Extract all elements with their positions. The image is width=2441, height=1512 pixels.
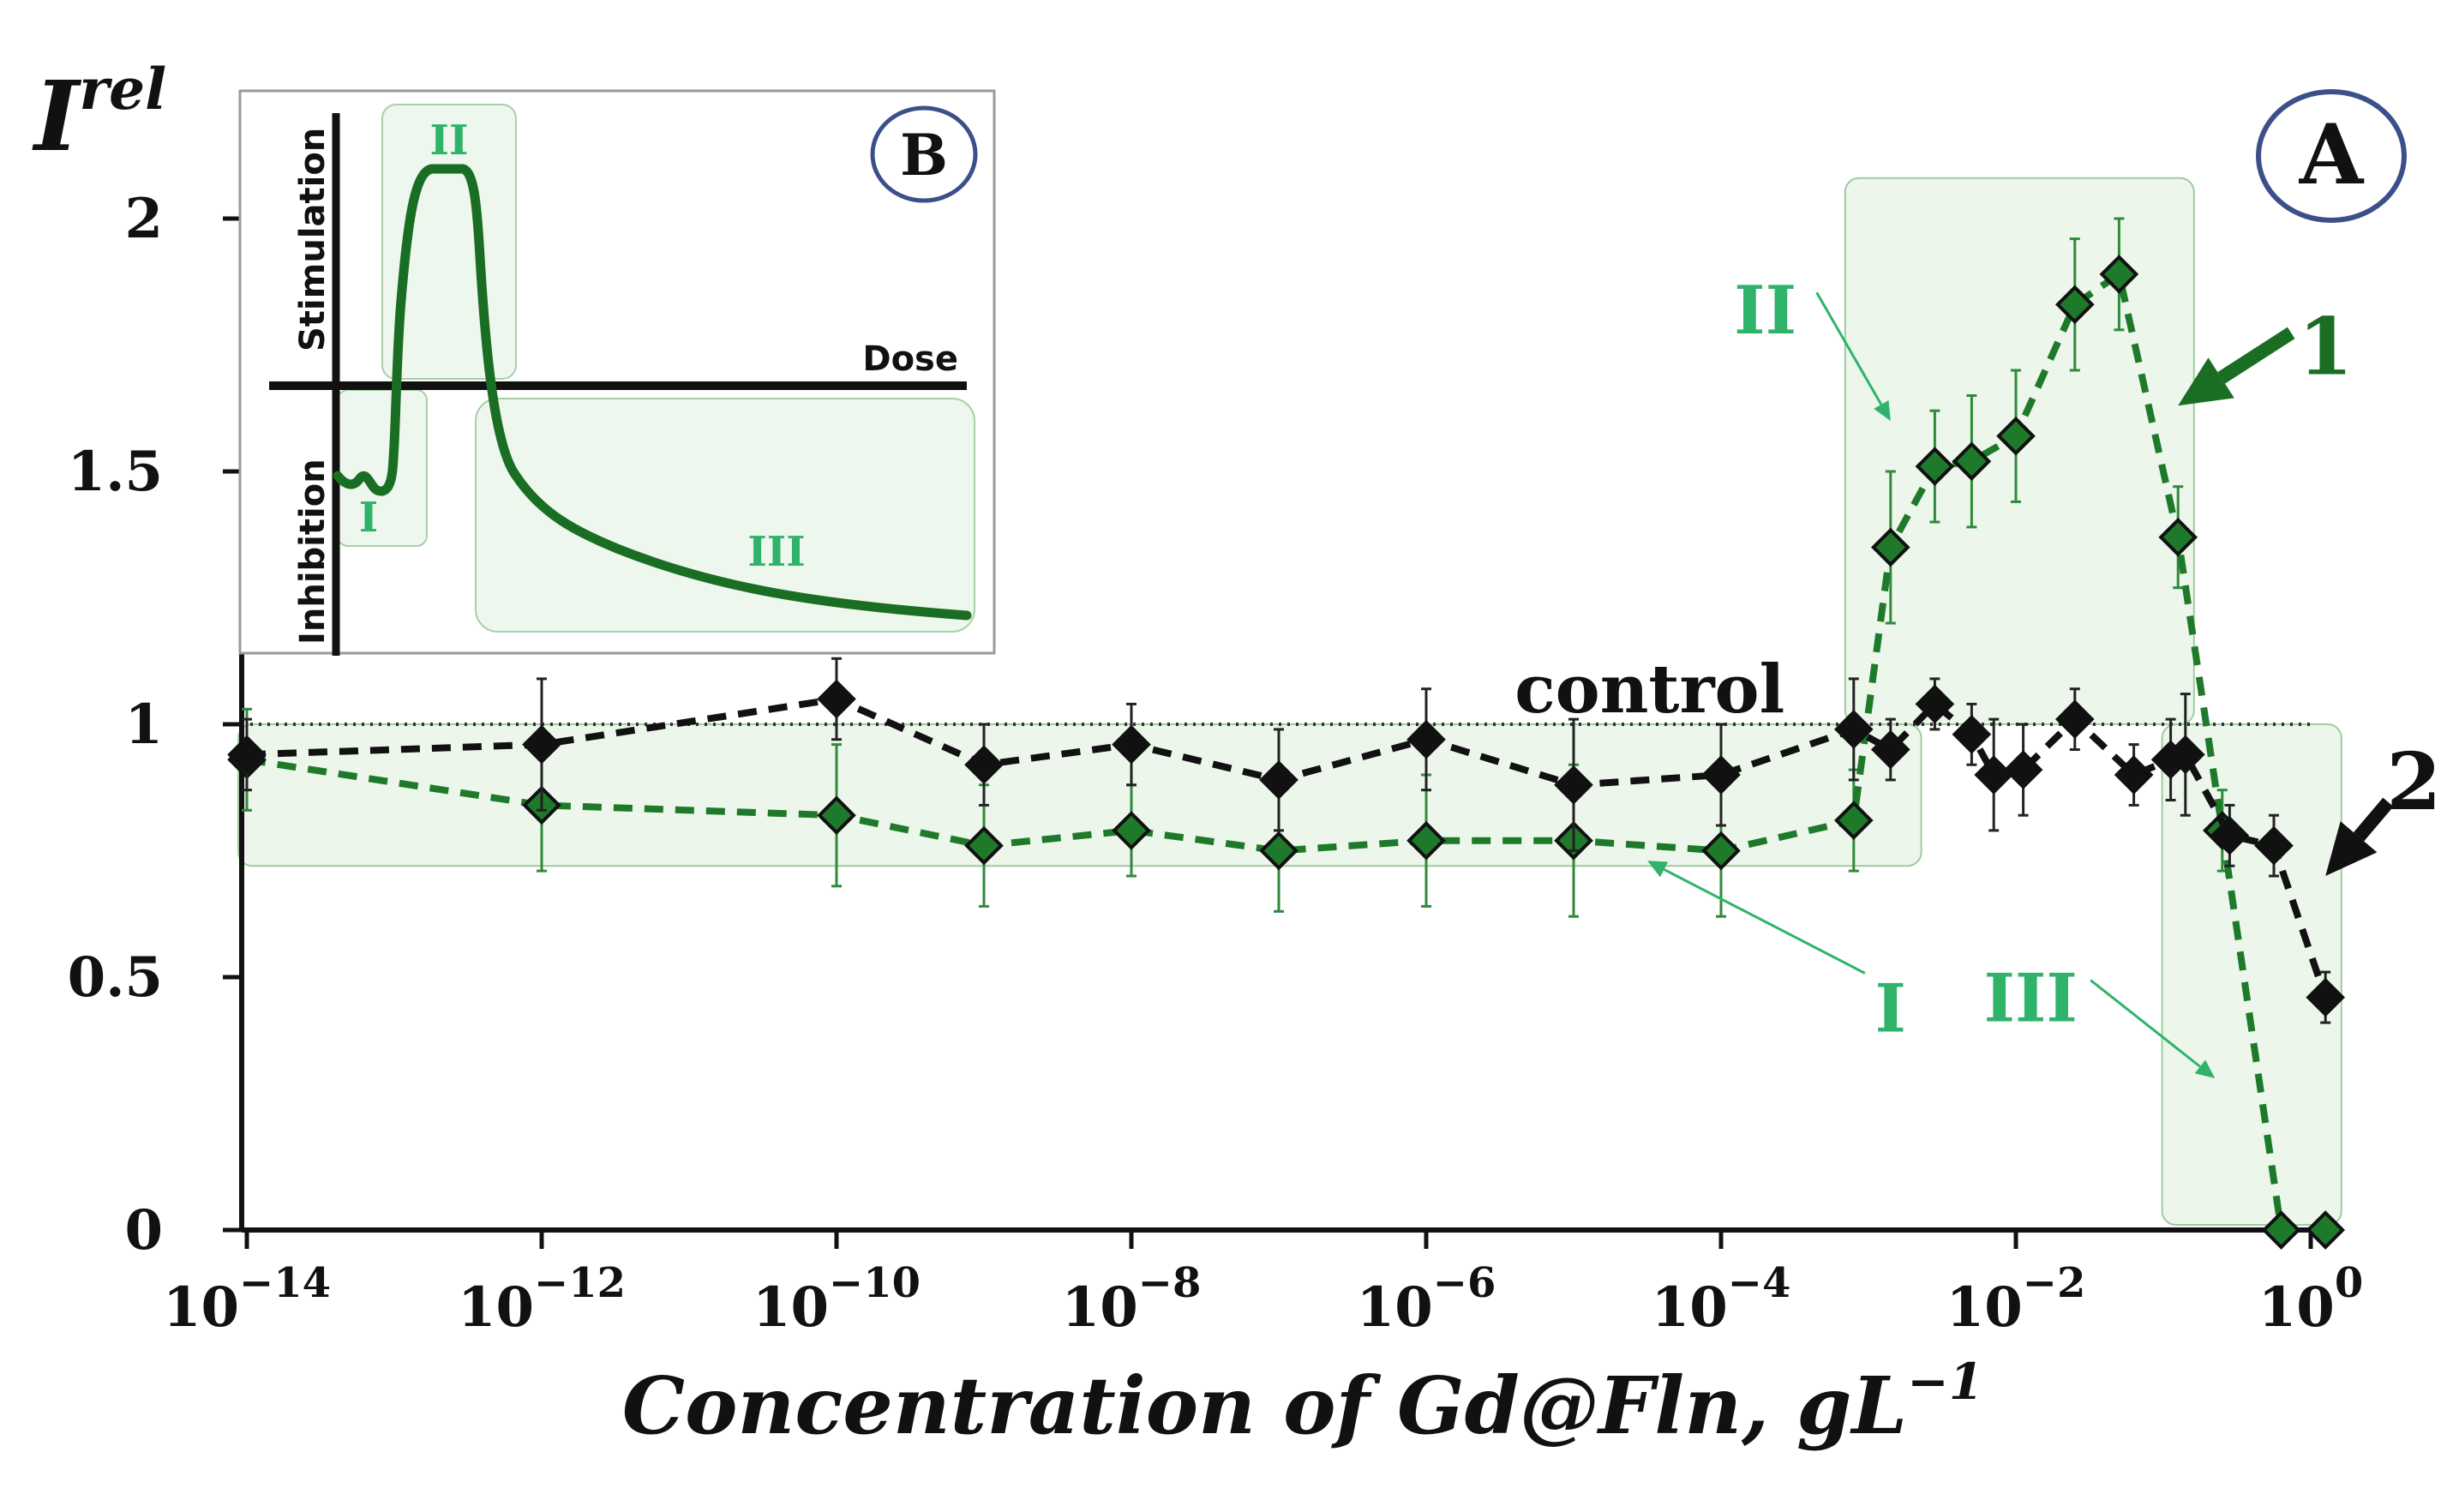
data-point <box>1833 801 1874 840</box>
label-series-1: 1 <box>2178 300 2353 406</box>
data-point <box>1870 527 1910 567</box>
x-tick-label: 10−8 <box>1062 1259 1202 1340</box>
data-point <box>1952 714 1992 754</box>
data-point <box>1112 724 1151 765</box>
data-point <box>522 724 561 765</box>
inset-zone-label-I: I <box>359 494 378 542</box>
region-III-box <box>2161 723 2342 1226</box>
series-2 <box>227 657 2346 1024</box>
label-series-2-text: 2 <box>2386 735 2441 828</box>
inset-label-inhibition: Inhibition <box>293 459 333 645</box>
x-tick-label: 10−12 <box>458 1259 626 1340</box>
panel-label-b-circle <box>870 105 978 203</box>
label-I: I <box>1647 861 1906 1047</box>
annotation-arrow-line <box>1815 291 1883 405</box>
label-series-1-text: 1 <box>2298 300 2353 393</box>
region-I-box <box>237 723 1922 867</box>
label-III: III <box>1983 960 2216 1078</box>
x-tick-label: 10−2 <box>1946 1259 2086 1340</box>
data-point <box>2210 815 2250 855</box>
panel-label-a-circle <box>2256 89 2407 223</box>
annotation-arrow-head <box>2178 357 2234 406</box>
data-point <box>227 735 267 775</box>
annotation-arrow-line <box>2217 327 2295 384</box>
data-point <box>1915 447 1955 486</box>
data-point <box>1259 831 1298 871</box>
label-I-text: I <box>1875 969 1907 1047</box>
data-point <box>2054 285 2095 325</box>
data-point <box>2306 977 2346 1017</box>
series-layer <box>227 217 2346 1250</box>
x-tick-label: 10−4 <box>1652 1259 1791 1340</box>
annotation-arrow-head <box>2194 1059 2216 1078</box>
data-point <box>964 825 1004 866</box>
annotation-arrow-line <box>2090 979 2201 1068</box>
panel-label-b-text: B <box>900 122 948 189</box>
data-point <box>2054 699 2095 739</box>
data-point <box>2254 825 2294 866</box>
data-point <box>2003 750 2043 789</box>
data-point <box>1112 811 1151 850</box>
y-axis-label: Irel <box>32 56 166 173</box>
data-point <box>1406 719 1446 759</box>
inset-label-stimulation: Stimulation <box>293 128 333 351</box>
data-point <box>964 745 1004 785</box>
data-point <box>1974 755 2014 795</box>
data-point <box>1554 765 1593 805</box>
data-point <box>1259 760 1298 800</box>
data-point <box>817 795 856 836</box>
y-tick-label: 1.5 <box>68 440 163 504</box>
data-point <box>1870 729 1910 770</box>
data-point <box>2165 735 2205 775</box>
control-label: control <box>1514 651 1784 729</box>
data-point <box>2261 1210 2301 1250</box>
label-II-text: II <box>1734 272 1796 350</box>
y-tick-label: 2 <box>124 187 163 251</box>
inset-zone-label-III: III <box>747 528 805 576</box>
inset-b: Stimulation Inhibition Dose I II III B <box>238 89 996 656</box>
data-point <box>1833 710 1874 749</box>
series-1 <box>227 217 2346 1250</box>
label-II: II <box>1734 272 1891 421</box>
y-tick-label: 1 <box>124 693 163 757</box>
inset-zone-III-box <box>475 398 975 633</box>
x-tick-label: 10−10 <box>753 1259 921 1340</box>
inset-label-dose: Dose <box>862 339 958 379</box>
data-point <box>1701 755 1741 795</box>
data-point <box>1915 684 1955 724</box>
data-point <box>1952 441 1992 482</box>
label-series-2: 2 <box>2325 735 2441 876</box>
data-point <box>2306 1210 2346 1250</box>
data-point <box>2114 755 2154 795</box>
annotation-arrow-head <box>1874 399 1891 421</box>
data-point <box>1701 831 1741 871</box>
data-point <box>2099 255 2139 294</box>
y-ticks: 0 0.5 1 1.5 2 <box>68 187 242 1263</box>
y-tick-label: 0.5 <box>68 945 163 1010</box>
annotation-arrow-line <box>1663 868 1866 975</box>
annotation-arrow-line <box>2353 797 2394 842</box>
annotation-arrow-head <box>2325 821 2378 876</box>
panel-label-a: A <box>2256 89 2407 223</box>
data-point <box>817 679 856 719</box>
x-tick-label: 10−6 <box>1357 1259 1496 1340</box>
data-point <box>2158 517 2198 557</box>
data-point <box>1996 416 2036 456</box>
panel-label-a-text: A <box>2299 106 2365 203</box>
inset-curve <box>333 164 972 621</box>
x-axis-label: Concentration of Gd@Fln, gL−1 <box>622 1353 1983 1452</box>
label-III-text: III <box>1983 960 2077 1038</box>
x-ticks: 10−14 10−12 10−10 10−8 10−6 10−4 10−2 100 <box>163 1230 2363 1340</box>
x-tick-label: 10−14 <box>163 1259 331 1340</box>
annotation-arrow-head <box>1647 861 1669 878</box>
y-tick-label: 0 <box>124 1198 163 1263</box>
data-point <box>1406 820 1446 861</box>
inset-zone-I-box <box>337 389 428 547</box>
inset-zone-label-II: II <box>430 117 469 165</box>
x-tick-label: 100 <box>2258 1259 2363 1340</box>
